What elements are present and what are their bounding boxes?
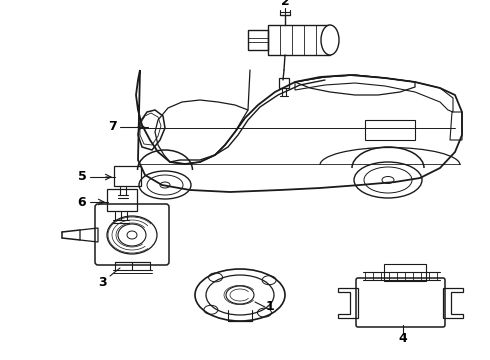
Text: 3: 3: [98, 276, 106, 289]
Ellipse shape: [321, 25, 339, 55]
Text: 1: 1: [266, 301, 274, 314]
Text: 7: 7: [108, 121, 117, 134]
Text: 6: 6: [78, 195, 86, 208]
Text: 2: 2: [281, 0, 290, 8]
Text: 4: 4: [399, 332, 407, 345]
Text: 5: 5: [77, 171, 86, 184]
